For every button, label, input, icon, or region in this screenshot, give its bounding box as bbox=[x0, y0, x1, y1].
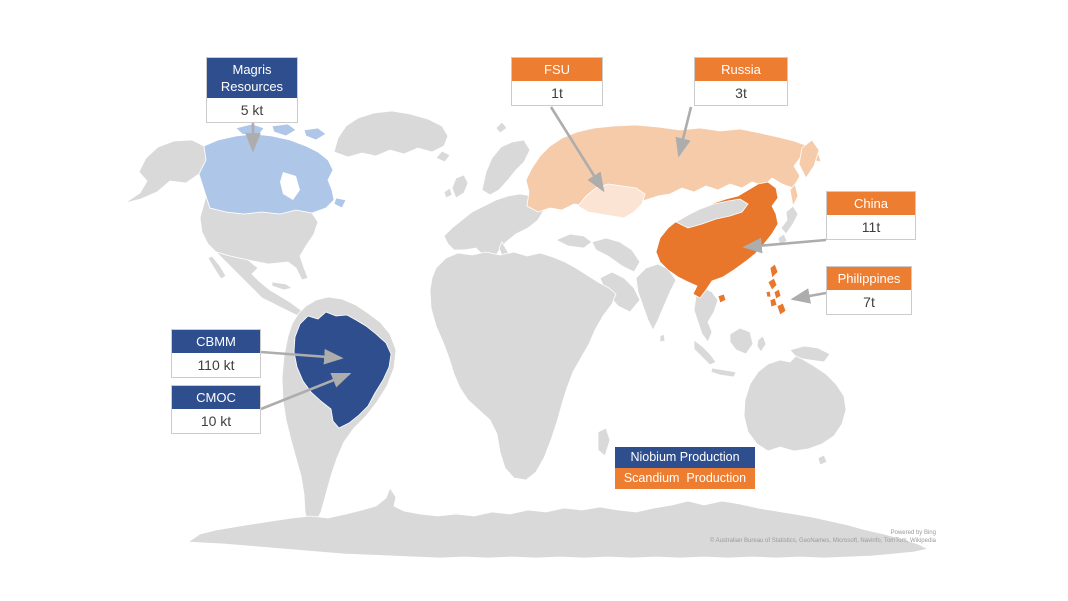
callout-title: Russia bbox=[695, 58, 787, 81]
region-svalbard bbox=[495, 121, 508, 134]
region-mexico-central-america bbox=[214, 251, 305, 317]
region-greenland bbox=[333, 110, 449, 158]
legend-item-niobium: Niobium Production bbox=[615, 447, 755, 468]
region-philippines-1 bbox=[767, 277, 778, 291]
region-iceland bbox=[435, 150, 451, 163]
region-taiwan bbox=[769, 263, 779, 279]
region-philippines-4 bbox=[776, 302, 787, 316]
attribution-copyright: © Australian Bureau of Statistics, GeoNa… bbox=[709, 538, 936, 544]
region-sumatra bbox=[693, 339, 717, 366]
callout-value: 10 kt bbox=[172, 409, 260, 433]
connector-philippines bbox=[790, 288, 827, 304]
region-cuba bbox=[271, 281, 293, 291]
region-philippines-2 bbox=[773, 288, 782, 300]
callout-value: 1t bbox=[512, 81, 602, 105]
region-turkey bbox=[555, 233, 593, 249]
region-java bbox=[710, 367, 737, 378]
region-brazil bbox=[293, 311, 392, 429]
legend: Niobium Production Scandium Production bbox=[615, 447, 755, 489]
callout-title: FSU bbox=[512, 58, 602, 81]
connector-fsu bbox=[549, 106, 605, 193]
attribution-powered-by: Powered by Bing bbox=[890, 530, 936, 536]
region-philippines-3 bbox=[769, 297, 778, 308]
callout-value: 11t bbox=[827, 215, 915, 239]
region-canada-island-3 bbox=[303, 127, 327, 141]
callout-philippines: Philippines 7t bbox=[827, 267, 911, 314]
region-alaska bbox=[124, 139, 207, 204]
callout-title: Magris Resources bbox=[207, 58, 297, 98]
connector-cmoc bbox=[260, 372, 352, 411]
region-newfoundland bbox=[333, 197, 347, 209]
region-japan bbox=[780, 205, 799, 235]
region-uk bbox=[451, 174, 469, 199]
connector-china bbox=[742, 237, 827, 254]
region-borneo bbox=[729, 327, 754, 355]
region-australia bbox=[743, 355, 847, 452]
hudson-bay bbox=[280, 172, 300, 200]
callout-value: 5 kt bbox=[207, 98, 297, 122]
region-baja-california bbox=[207, 255, 227, 280]
callout-value: 7t bbox=[827, 290, 911, 314]
region-madagascar bbox=[597, 427, 611, 457]
region-india bbox=[635, 263, 677, 331]
callout-value: 110 kt bbox=[172, 353, 260, 377]
region-kamchatka bbox=[798, 139, 820, 179]
callout-china: China 11t bbox=[827, 192, 915, 239]
callout-value: 3t bbox=[695, 81, 787, 105]
map-attribution: Powered by Bing © Australian Bureau of S… bbox=[710, 529, 936, 545]
connector-cbmm bbox=[260, 348, 344, 365]
region-canada-island-1 bbox=[235, 123, 265, 137]
callout-cbmm: CBMM 110 kt bbox=[172, 330, 260, 377]
region-sri-lanka bbox=[659, 333, 666, 343]
region-philippines-5 bbox=[765, 290, 772, 298]
region-canada bbox=[198, 133, 335, 215]
region-hainan bbox=[717, 293, 727, 304]
callout-title: China bbox=[827, 192, 915, 215]
region-japan-south bbox=[777, 233, 788, 246]
legend-item-scandium: Scandium Production bbox=[615, 468, 755, 489]
caspian-sea bbox=[582, 214, 594, 236]
region-china bbox=[655, 181, 779, 299]
region-africa bbox=[429, 251, 617, 481]
region-mongolia bbox=[675, 198, 749, 229]
callout-title: CBMM bbox=[172, 330, 260, 353]
callout-fsu: FSU 1t bbox=[512, 58, 602, 105]
region-scandinavia bbox=[481, 139, 531, 196]
region-ireland bbox=[443, 187, 453, 199]
region-canada-island-2 bbox=[271, 123, 297, 137]
region-tasmania bbox=[817, 454, 828, 466]
region-sulawesi bbox=[756, 335, 767, 353]
callout-title: Philippines bbox=[827, 267, 911, 290]
callout-magris-resources: Magris Resources 5 kt bbox=[207, 58, 297, 122]
region-antarctica bbox=[186, 487, 930, 559]
region-sakhalin bbox=[789, 183, 799, 208]
callout-title: CMOC bbox=[172, 386, 260, 409]
callout-cmoc: CMOC 10 kt bbox=[172, 386, 260, 433]
region-iran-middle-east bbox=[591, 237, 641, 273]
connector-russia bbox=[675, 106, 693, 158]
region-indochina bbox=[693, 287, 719, 343]
callout-russia: Russia 3t bbox=[695, 58, 787, 105]
